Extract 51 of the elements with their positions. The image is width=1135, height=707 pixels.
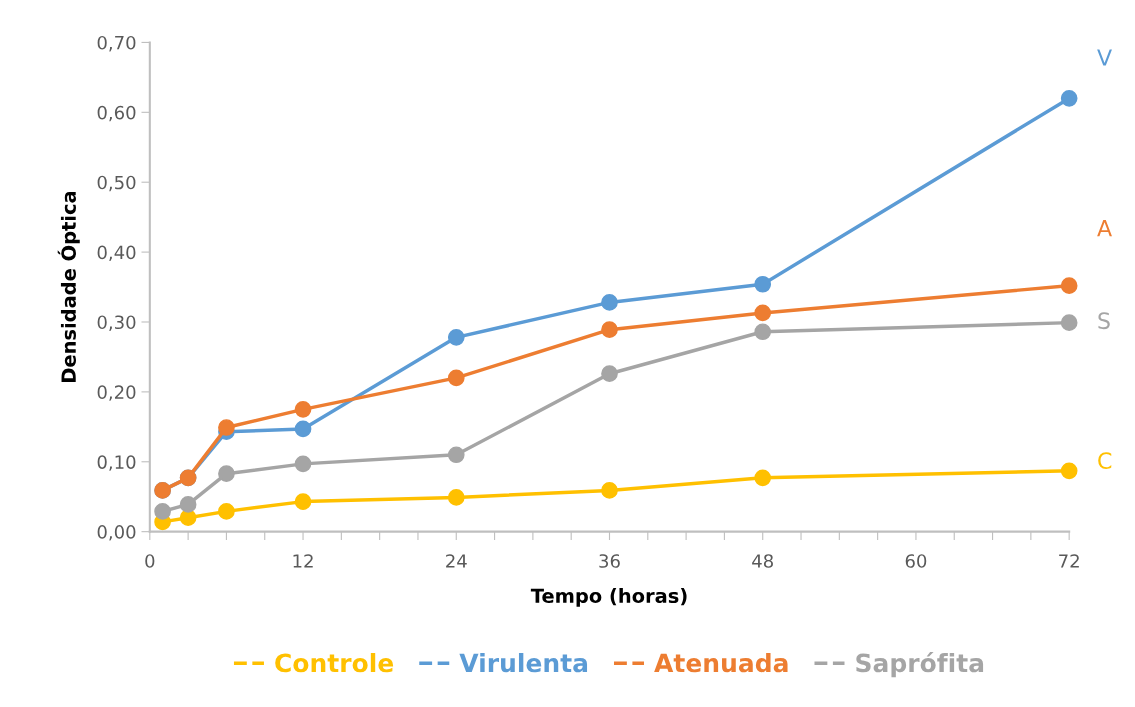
point xyxy=(1060,277,1078,294)
y-tick-label: 0,50 xyxy=(97,175,136,192)
x-tick-label: 0 xyxy=(145,554,155,568)
point xyxy=(754,323,772,341)
point xyxy=(754,469,772,487)
point xyxy=(218,503,235,520)
y-tick-label: 0,40 xyxy=(97,245,136,262)
point xyxy=(154,503,171,520)
point xyxy=(601,482,618,499)
point xyxy=(447,446,465,464)
legend-label: Saprófita xyxy=(856,652,984,678)
point xyxy=(294,420,312,438)
y-tick-label: 0,60 xyxy=(97,105,136,122)
point xyxy=(218,419,235,436)
y-axis-title: Densidade Óptica xyxy=(57,191,80,382)
y-tick-label: 0,30 xyxy=(97,315,136,331)
legend-label: Controle xyxy=(275,653,394,673)
point xyxy=(601,365,618,383)
point xyxy=(754,275,772,293)
point xyxy=(1060,462,1078,480)
point xyxy=(447,369,465,387)
point xyxy=(447,329,465,346)
legend-label: Atenuada xyxy=(654,653,788,673)
point xyxy=(601,321,618,339)
x-axis-title: Tempo (horas) xyxy=(530,588,687,607)
point xyxy=(218,465,235,482)
text: C xyxy=(1098,452,1112,469)
y-tick-label: 0,20 xyxy=(97,385,136,401)
point xyxy=(294,455,312,473)
y-tick-label: 0,70 xyxy=(97,35,136,52)
x-tick-label: 24 xyxy=(446,554,467,568)
point xyxy=(754,304,772,322)
point xyxy=(294,401,312,418)
x-tick-label: 36 xyxy=(599,554,620,568)
text: V xyxy=(1097,49,1112,66)
point xyxy=(1060,89,1078,107)
x-tick-label: 72 xyxy=(1059,554,1079,568)
text: A xyxy=(1097,220,1112,237)
point xyxy=(179,496,197,513)
y-tick-label: 0,10 xyxy=(97,455,136,471)
point xyxy=(447,489,465,506)
y-tick-label: 0,00 xyxy=(97,525,136,541)
legend-label: Virulenta xyxy=(459,653,588,673)
x-tick-label: 60 xyxy=(905,554,927,568)
x-tick-label: 12 xyxy=(293,554,313,568)
point xyxy=(1060,314,1078,332)
x-tick-label: 48 xyxy=(752,554,773,568)
text: S xyxy=(1098,312,1110,330)
point xyxy=(294,493,312,510)
point xyxy=(601,294,618,311)
point xyxy=(179,509,197,527)
